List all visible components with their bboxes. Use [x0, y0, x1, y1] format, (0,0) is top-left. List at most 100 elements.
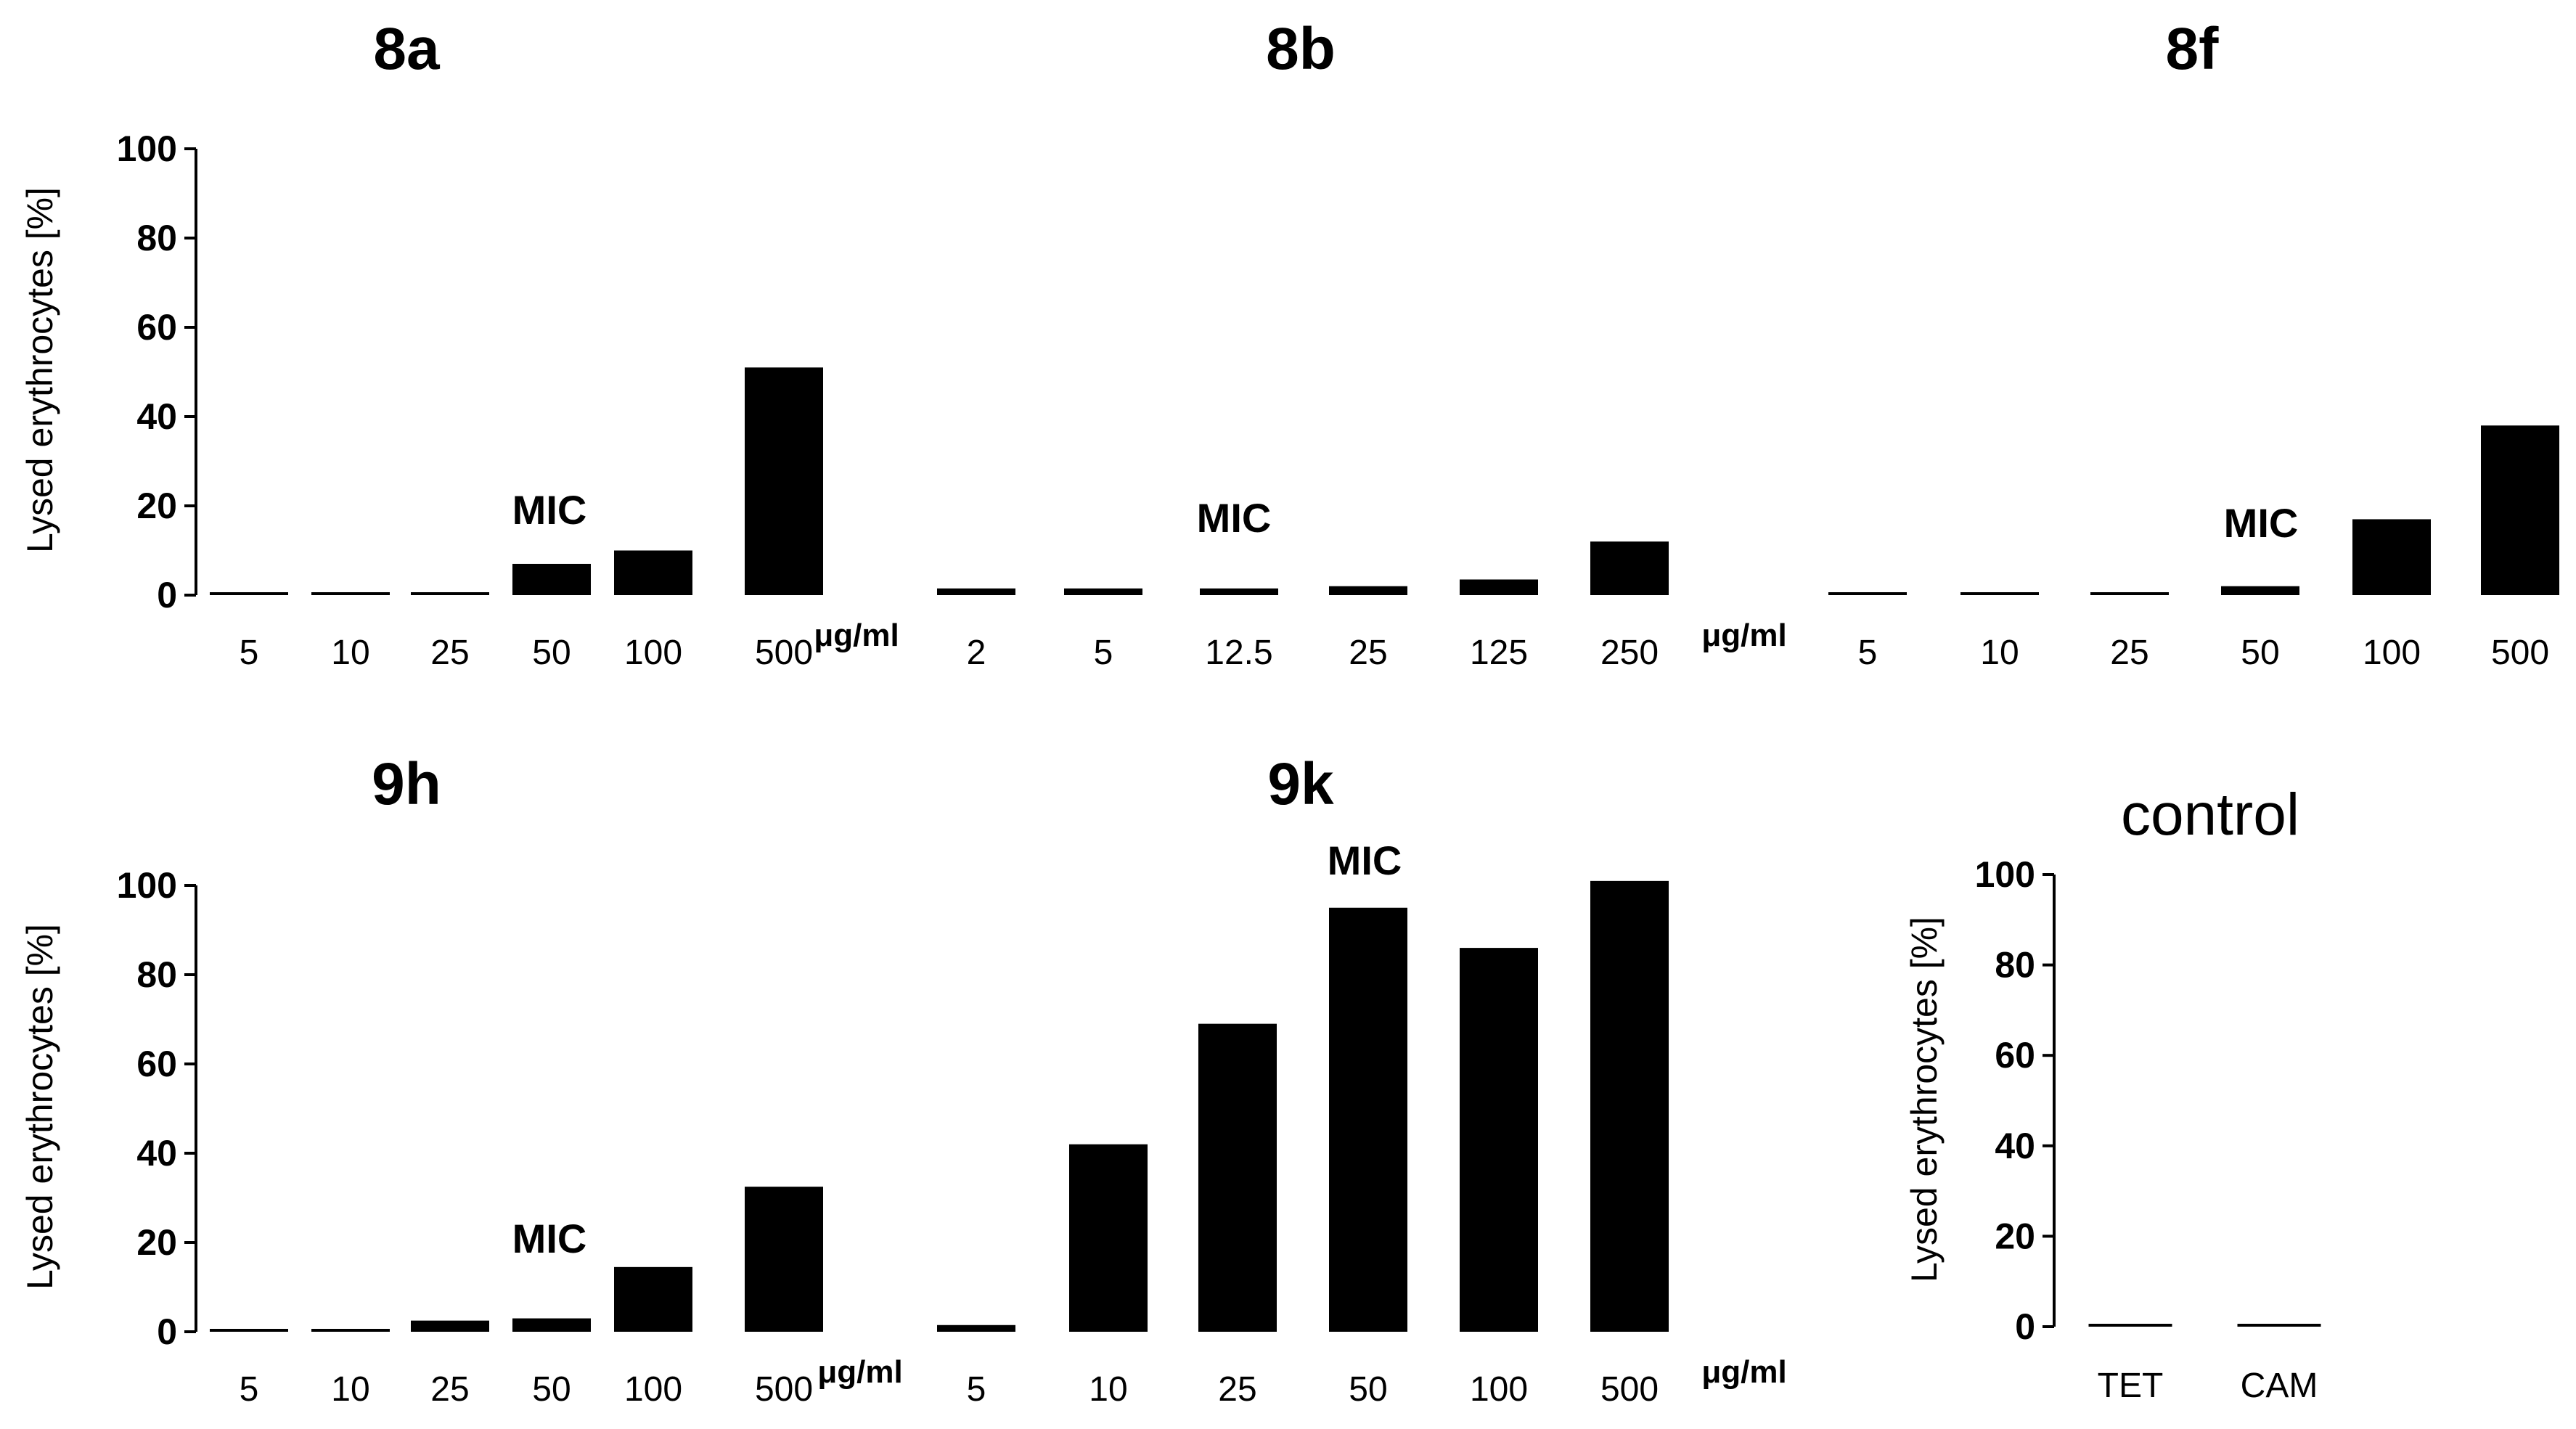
bar-8f-5 — [2481, 425, 2559, 595]
y-tick-label-control-3: 60 — [1995, 1035, 2035, 1076]
bar-8f-0 — [1828, 592, 1907, 595]
x-tick-label-8b-5: 250 — [1600, 634, 1659, 672]
mic-label-8b: MIC — [1197, 495, 1272, 541]
chart-title-8f: 8f — [2166, 16, 2220, 82]
x-tick-label-8f-2: 25 — [2110, 634, 2148, 672]
x-tick-label-9h-4: 100 — [624, 1370, 682, 1409]
y-tick-label-8a-3: 60 — [136, 307, 177, 348]
bar-8a-2 — [411, 592, 489, 595]
y-tick-label-9h-2: 40 — [136, 1133, 177, 1174]
y-tick-label-control-5: 100 — [1975, 854, 2035, 895]
x-tick-label-8b-0: 2 — [967, 634, 986, 672]
x-tick-label-8a-3: 50 — [532, 634, 571, 672]
bar-9h-1 — [311, 1329, 390, 1332]
y-tick-label-8a-4: 80 — [136, 218, 177, 258]
x-tick-label-8a-0: 5 — [240, 634, 259, 672]
unit-label-8b: μg/ml — [1701, 618, 1786, 653]
y-tick-label-9h-5: 100 — [117, 865, 177, 906]
bar-8b-4 — [1460, 579, 1538, 595]
x-tick-label-9h-1: 10 — [331, 1370, 369, 1409]
bar-control-0 — [2088, 1324, 2172, 1327]
bar-8a-4 — [614, 550, 692, 595]
x-tick-label-8f-4: 100 — [2363, 634, 2421, 672]
bar-9h-0 — [210, 1329, 288, 1332]
bar-9k-4 — [1460, 948, 1538, 1332]
bar-8a-0 — [210, 592, 288, 595]
unit-label-8a: μg/ml — [814, 618, 899, 653]
bar-9k-0 — [937, 1324, 1015, 1332]
chart-title-8b: 8b — [1266, 16, 1336, 82]
bar-control-1 — [2237, 1324, 2321, 1327]
x-tick-label-8b-2: 12.5 — [1205, 634, 1272, 672]
bar-8b-5 — [1590, 541, 1669, 595]
x-tick-label-9k-3: 50 — [1349, 1370, 1387, 1409]
y-tick-label-8a-5: 100 — [117, 128, 177, 169]
x-tick-label-8a-4: 100 — [624, 634, 682, 672]
x-tick-label-8a-5: 500 — [755, 634, 813, 672]
bar-9h-3 — [512, 1318, 591, 1332]
y-tick-label-control-0: 0 — [2015, 1306, 2035, 1347]
mic-label-8f: MIC — [2224, 500, 2299, 546]
bar-8f-4 — [2352, 519, 2431, 595]
x-tick-label-9k-2: 25 — [1218, 1370, 1256, 1409]
y-tick-label-9h-4: 80 — [136, 954, 177, 995]
x-tick-label-8b-1: 5 — [1094, 634, 1113, 672]
bar-8a-3 — [512, 563, 591, 595]
bar-9h-5 — [745, 1187, 823, 1332]
x-tick-label-9k-1: 10 — [1089, 1370, 1127, 1409]
bar-8b-3 — [1329, 586, 1407, 595]
unit-label-9h: μg/ml — [817, 1354, 902, 1390]
y-tick-label-8a-2: 40 — [136, 396, 177, 437]
x-tick-label-control-1: CAM — [2241, 1367, 2318, 1405]
bar-9h-2 — [411, 1320, 489, 1332]
y-axis-label-8a: Lysed erythrocytes [%] — [20, 187, 60, 553]
mic-label-8a: MIC — [512, 487, 587, 533]
bar-9h-4 — [614, 1266, 692, 1332]
y-axis-label-9h: Lysed erythrocytes [%] — [20, 924, 60, 1290]
x-tick-label-control-0: TET — [2098, 1367, 2164, 1405]
mic-label-9h: MIC — [512, 1216, 587, 1261]
x-tick-label-9h-2: 25 — [430, 1370, 469, 1409]
x-tick-label-8f-0: 5 — [1858, 634, 1878, 672]
chart-title-control: control — [2121, 782, 2299, 848]
bar-9k-3 — [1329, 907, 1407, 1332]
y-tick-label-9h-0: 0 — [157, 1311, 177, 1352]
bar-8a-5 — [745, 367, 823, 595]
y-tick-label-control-4: 80 — [1995, 945, 2035, 986]
x-tick-label-9k-4: 100 — [1470, 1370, 1528, 1409]
bar-8b-1 — [1064, 588, 1142, 595]
x-tick-label-8b-3: 25 — [1349, 634, 1387, 672]
bar-8f-1 — [1960, 592, 2039, 595]
x-tick-label-8a-1: 10 — [331, 634, 369, 672]
x-tick-label-9k-5: 500 — [1600, 1370, 1659, 1409]
y-tick-label-control-1: 20 — [1995, 1216, 2035, 1256]
y-tick-label-9h-3: 60 — [136, 1044, 177, 1084]
bar-9k-1 — [1069, 1144, 1148, 1332]
bar-8f-3 — [2221, 586, 2299, 595]
unit-label-9k: μg/ml — [1701, 1354, 1786, 1390]
x-tick-label-8a-2: 25 — [430, 634, 469, 672]
x-tick-label-8f-1: 10 — [1980, 634, 2019, 672]
x-tick-label-8f-3: 50 — [2241, 634, 2279, 672]
bar-8f-2 — [2090, 592, 2169, 595]
y-tick-label-control-2: 40 — [1995, 1126, 2035, 1166]
x-tick-label-9h-0: 5 — [240, 1370, 259, 1409]
chart-title-8a: 8a — [373, 16, 441, 82]
x-tick-label-9h-5: 500 — [755, 1370, 813, 1409]
mic-label-9k: MIC — [1328, 838, 1402, 883]
x-tick-label-8b-4: 125 — [1470, 634, 1528, 672]
y-tick-label-9h-1: 20 — [136, 1222, 177, 1263]
bar-9k-5 — [1590, 880, 1669, 1332]
chart-title-9h: 9h — [372, 751, 441, 817]
bar-8b-0 — [937, 588, 1015, 595]
y-tick-label-8a-1: 20 — [136, 486, 177, 526]
bar-8b-2 — [1200, 588, 1278, 595]
chart-title-9k: 9k — [1267, 751, 1334, 817]
x-tick-label-9h-3: 50 — [532, 1370, 571, 1409]
x-tick-label-8f-5: 500 — [2491, 634, 2549, 672]
bar-8a-1 — [311, 592, 390, 595]
y-axis-label-control: Lysed erythrocytes [%] — [1904, 917, 1945, 1282]
x-tick-label-9k-0: 5 — [967, 1370, 986, 1409]
y-tick-label-8a-0: 0 — [157, 575, 177, 615]
